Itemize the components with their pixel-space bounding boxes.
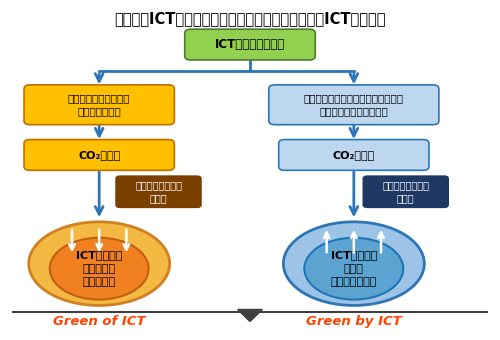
FancyBboxPatch shape <box>362 175 449 208</box>
Text: サービス提供のための
エネルギー消費: サービス提供のための エネルギー消費 <box>68 93 130 116</box>
Text: ICTサービス
による
環境負荷削減量: ICTサービス による 環境負荷削減量 <box>330 251 377 287</box>
Text: Green of ICT: Green of ICT <box>53 316 146 328</box>
Text: この量をより大き
くする: この量をより大き くする <box>382 180 429 203</box>
Ellipse shape <box>284 222 424 305</box>
Text: CO₂の抑制: CO₂の抑制 <box>332 150 375 160</box>
Text: この量をより小さ
くする: この量をより小さ くする <box>135 180 182 203</box>
Ellipse shape <box>50 238 148 300</box>
Polygon shape <box>238 309 262 322</box>
Ellipse shape <box>28 222 170 305</box>
Ellipse shape <box>304 238 404 300</box>
Text: 図表１　ICTの普及による環境への貢献（グリーンICTの推進）: 図表１ ICTの普及による環境への貢献（グリーンICTの推進） <box>114 11 386 26</box>
Text: 「材料・エネルギーの消費」の低減
「人・物の移動」の低減: 「材料・エネルギーの消費」の低減 「人・物の移動」の低減 <box>304 93 404 116</box>
FancyBboxPatch shape <box>269 85 439 125</box>
FancyBboxPatch shape <box>184 29 316 60</box>
FancyBboxPatch shape <box>24 139 174 170</box>
Text: ICTサービス
自身による
環境負荷量: ICTサービス 自身による 環境負荷量 <box>76 251 122 287</box>
FancyBboxPatch shape <box>278 139 429 170</box>
Text: CO₂の排出: CO₂の排出 <box>78 150 120 160</box>
Text: Green by ICT: Green by ICT <box>306 316 402 328</box>
FancyBboxPatch shape <box>116 175 202 208</box>
Text: ICTサービスの提供: ICTサービスの提供 <box>215 38 285 51</box>
FancyBboxPatch shape <box>24 85 174 125</box>
